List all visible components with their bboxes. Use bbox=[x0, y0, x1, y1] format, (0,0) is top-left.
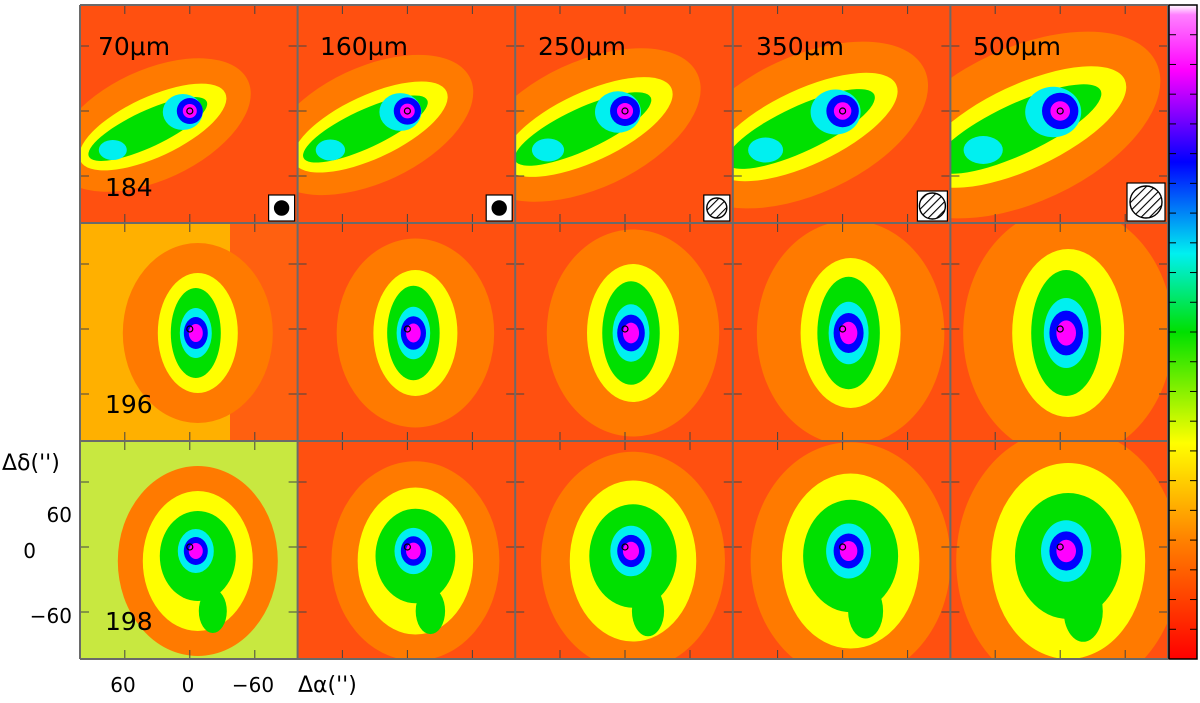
source-label-196: 196 bbox=[105, 390, 153, 419]
colorbar-ticks bbox=[1169, 34, 1197, 630]
source-position-marker bbox=[1056, 325, 1064, 333]
source-position-marker bbox=[838, 325, 847, 333]
source-position-marker bbox=[1056, 543, 1064, 551]
y-tick-label-minus60: −60 bbox=[30, 604, 72, 628]
source-position-marker bbox=[1056, 107, 1064, 115]
beam-inset-0 bbox=[268, 194, 296, 222]
wavelength-label-160: 160μm bbox=[320, 32, 408, 61]
beam-circle bbox=[706, 197, 728, 219]
beam-circle bbox=[273, 200, 290, 216]
map-panel-r2-c2 bbox=[515, 441, 733, 659]
x-axis-label: Δα('') bbox=[298, 673, 357, 698]
y-tick-label-60: 60 bbox=[47, 503, 72, 527]
beam-circle bbox=[918, 192, 947, 220]
panel-grid-lines bbox=[79, 4, 1169, 660]
wavelength-label-70: 70μm bbox=[98, 32, 170, 61]
source-position-marker bbox=[186, 107, 194, 115]
beam-inset-2 bbox=[703, 194, 731, 222]
source-label-184: 184 bbox=[105, 173, 153, 202]
colorbar bbox=[1168, 4, 1198, 660]
source-position-marker bbox=[838, 107, 847, 115]
source-position-marker bbox=[403, 107, 411, 115]
x-tick-label-60: 60 bbox=[110, 673, 135, 697]
map-panel-r1-c4 bbox=[950, 223, 1169, 441]
map-panel-r1-c3 bbox=[732, 223, 951, 441]
beam-inset-1 bbox=[485, 194, 513, 222]
x-tick-label-0: 0 bbox=[182, 673, 195, 697]
map-panel-r1-c0 bbox=[80, 223, 298, 441]
source-position-marker bbox=[621, 107, 629, 115]
map-panels bbox=[80, 5, 1169, 659]
y-axis-label: Δδ('') bbox=[2, 451, 60, 476]
beam-circle bbox=[491, 200, 507, 216]
wavelength-label-500: 500μm bbox=[973, 32, 1061, 61]
map-panel-r2-c4 bbox=[950, 441, 1169, 659]
map-panel-r0-c3 bbox=[732, 5, 951, 223]
source-position-marker bbox=[838, 543, 847, 551]
map-panel-r2-c1 bbox=[297, 441, 516, 659]
map-panel-r0-c0 bbox=[80, 5, 298, 223]
source-position-marker bbox=[621, 543, 629, 551]
map-panel-r2-c3 bbox=[732, 441, 951, 659]
source-label-198: 198 bbox=[105, 607, 153, 636]
source-position-marker bbox=[186, 325, 194, 333]
source-position-marker bbox=[186, 543, 194, 551]
map-panel-r1-c1 bbox=[297, 223, 516, 441]
beam-circle bbox=[1129, 185, 1163, 219]
wavelength-label-350: 350μm bbox=[756, 32, 844, 61]
wavelength-label-250: 250μm bbox=[538, 32, 626, 61]
map-panel-r2-c0 bbox=[80, 441, 298, 659]
y-tick-label-0: 0 bbox=[23, 539, 36, 563]
x-tick-label-minus60: −60 bbox=[232, 673, 274, 697]
map-panel-r0-c2 bbox=[515, 5, 733, 223]
map-panel-r1-c2 bbox=[515, 223, 733, 441]
beam-inset-3 bbox=[916, 190, 949, 222]
source-position-marker bbox=[403, 543, 411, 551]
source-position-marker bbox=[621, 325, 629, 333]
source-position-marker bbox=[403, 325, 411, 333]
beam-inset-4 bbox=[1126, 182, 1166, 222]
map-panel-r0-c1 bbox=[297, 5, 516, 223]
